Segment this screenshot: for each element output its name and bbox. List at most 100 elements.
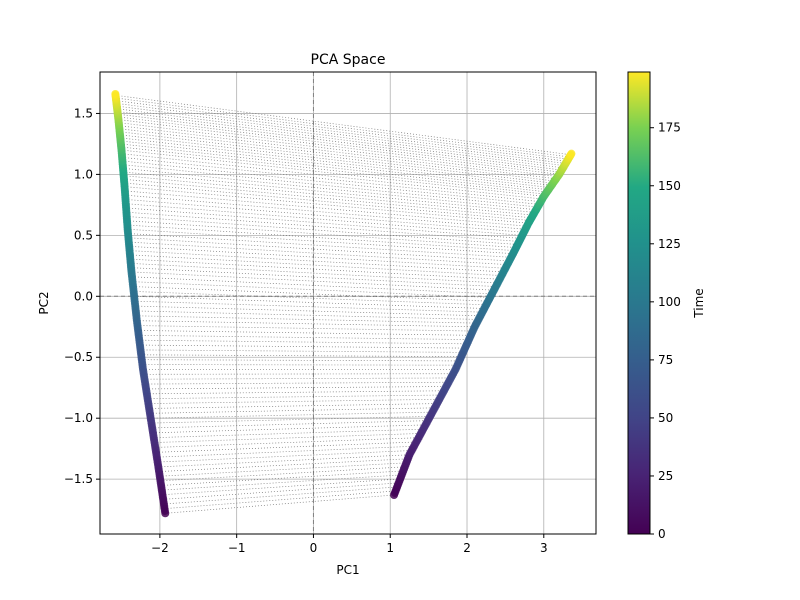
chart-title: PCA Space [311,52,386,68]
y-tick-label: 1.5 [74,106,93,120]
connector-line [128,241,508,265]
colorbar-ticks: 0 25 50 75 100 125 150 175 [650,121,681,541]
connector-line [120,137,550,188]
connector-line [124,182,531,221]
colorbar-tick-label: 50 [658,411,673,425]
connector-line [116,105,566,164]
x-tick-label: 3 [540,541,548,555]
connector-line [121,146,546,195]
connector-line [120,143,547,193]
connector-line [120,140,549,191]
connector-line [130,263,498,284]
connector-line [156,441,417,453]
connector-line [149,403,438,409]
connector-line [145,381,449,385]
connector-line [116,103,567,162]
connector-line [137,325,473,332]
connector-line [152,420,428,429]
connector-line [133,286,489,302]
connector-line [132,276,492,295]
connector-line [149,407,435,414]
connector-line [139,344,466,349]
colorbar-tick-label: 75 [658,353,673,367]
colorbar-tick-label: 0 [658,527,666,541]
connector-line [150,411,433,419]
colorbar-tick-label: 100 [658,295,681,309]
connector-line [118,119,560,175]
connector-line [122,167,537,211]
colorbar-tick-label: 175 [658,121,681,135]
connector-line [139,339,468,345]
connector-line [119,128,555,182]
connector-line [144,377,451,380]
connector-line [123,175,534,216]
connector-line [127,224,515,251]
connector-line [132,281,491,298]
connector-line [126,207,521,239]
x-tick-label: 1 [386,541,394,555]
connector-line [128,237,510,262]
y-tick-label: −1.0 [64,411,93,425]
connector-line [136,320,475,328]
connector-line [115,97,570,158]
connector-line [136,315,477,324]
connector-line [125,199,524,233]
connector-line [117,113,562,171]
x-tick-label: −2 [151,541,169,555]
connector-line [129,254,502,276]
colorbar-tick-label: 25 [658,469,673,483]
connector-line [123,178,532,219]
connector-line [142,364,458,366]
connector-line [116,100,569,160]
connector-line [140,349,464,353]
connector-line [162,478,401,496]
x-tick-label: 0 [310,541,318,555]
connector-line [159,462,407,477]
connector-line [127,220,517,248]
connector-line [165,494,395,514]
connector-line [161,470,404,486]
connector-line [155,437,419,448]
connector-line [135,310,479,320]
connector-line [127,228,514,254]
connector-line [122,160,540,205]
connector-line [134,300,483,313]
connector-line [124,190,527,227]
x-tick-label: 2 [463,541,471,555]
connector-line [135,305,481,317]
y-tick-label: 1.0 [74,167,93,181]
connector-line [152,424,426,434]
colorbar-label: Time [692,288,706,318]
connector-line [163,486,398,505]
connector-line [141,354,462,357]
connector-line [119,134,552,186]
connector-line [163,482,399,500]
y-tick-label: −0.5 [64,350,93,364]
x-tick-label: −1 [228,541,246,555]
connector-line [119,131,554,184]
x-axis-label: PC1 [336,563,359,577]
connector-line [122,156,541,203]
plot-area: −2 −1 0 1 2 3 −1.5 −1.0 −0.5 0.0 0.5 1.0 1.5 [64,71,597,555]
x-axis-ticks: −2 −1 0 1 2 3 [151,534,548,555]
connector-line [125,194,526,230]
y-axis-label: PC2 [37,291,51,314]
connector-line [154,433,421,443]
connector-line [157,450,412,463]
connector-line [156,445,415,458]
connector-line [159,458,408,472]
connector-line [146,390,444,395]
connector-line [129,250,504,273]
colorbar-gradient [627,71,651,535]
data-point [111,89,120,98]
connector-line [128,233,512,258]
y-axis-ticks: −1.5 −1.0 −0.5 0.0 0.5 1.0 1.5 [64,106,100,486]
connector-line [125,203,523,236]
connector-line [133,291,487,306]
colorbar-tick-label: 125 [658,237,681,251]
connector-lines [115,94,571,514]
connector-line [126,216,518,245]
connector-line [118,125,557,180]
connector-line [118,116,561,173]
